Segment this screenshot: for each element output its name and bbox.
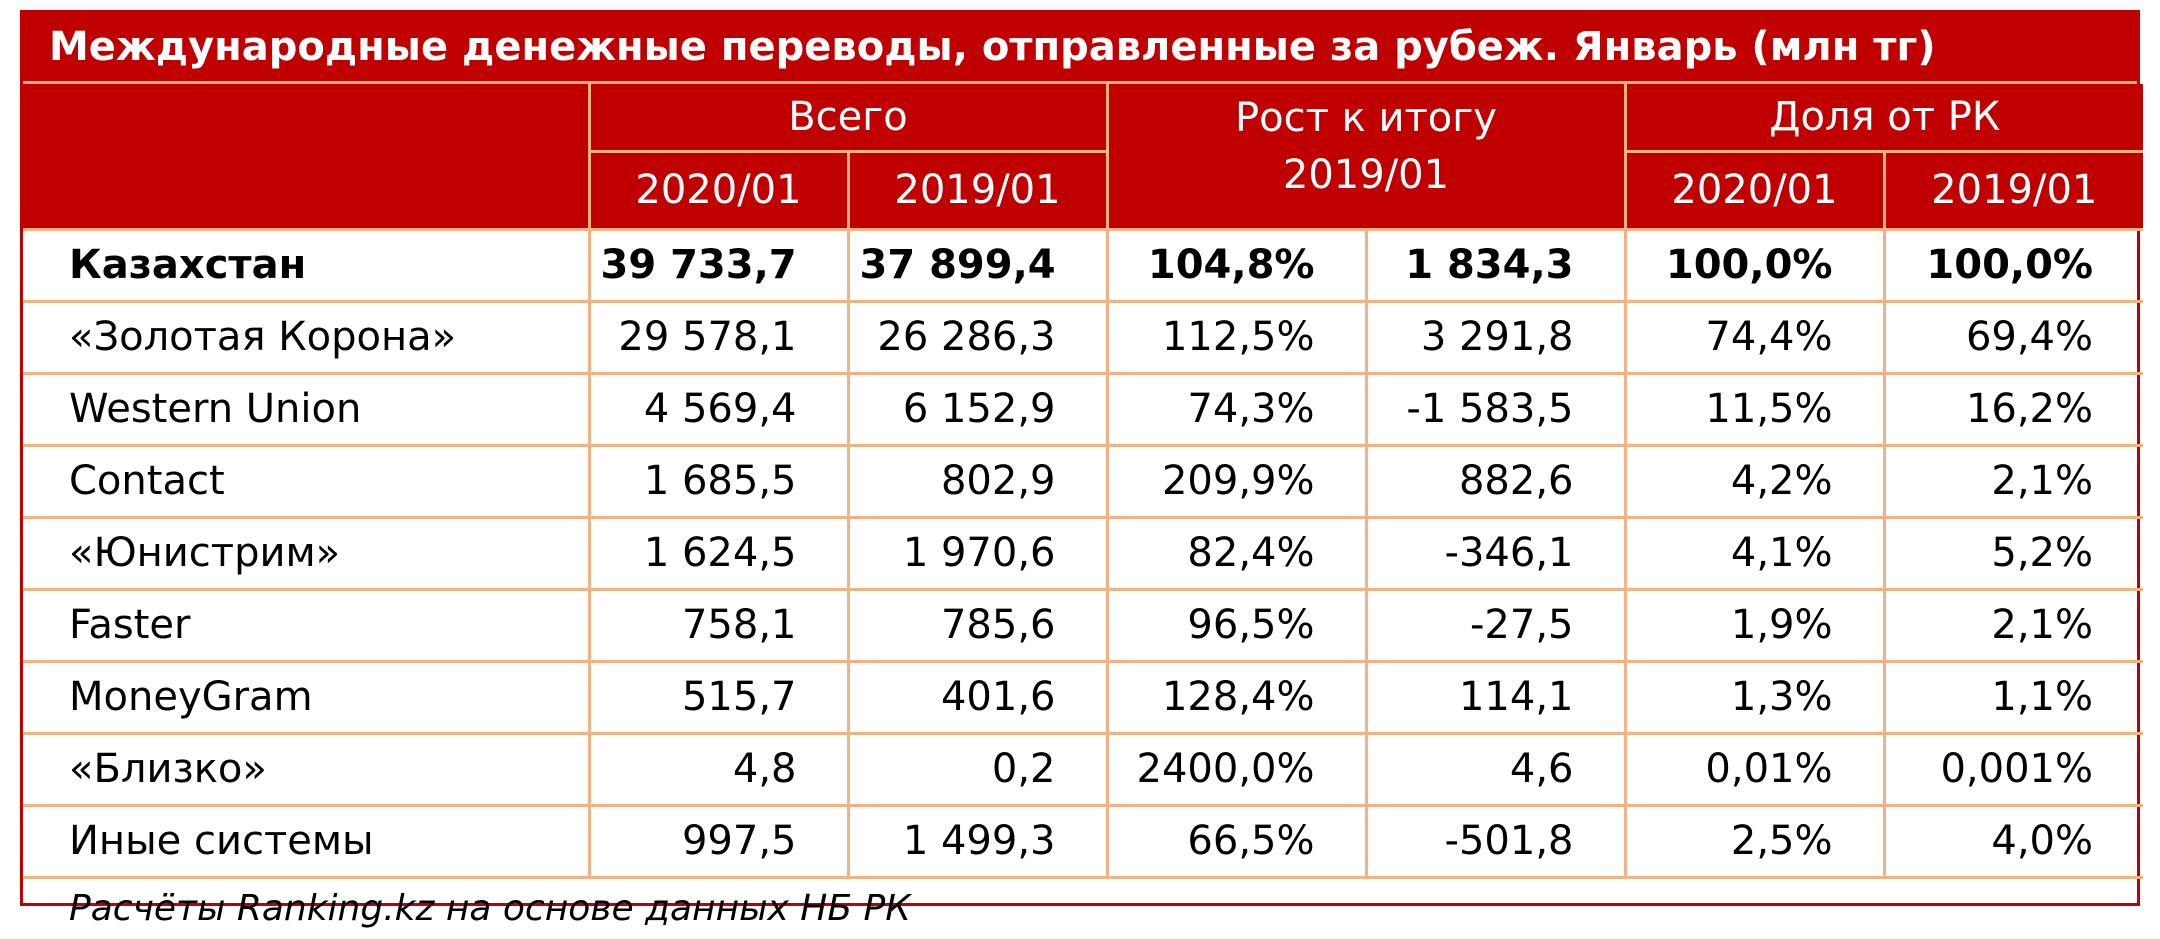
- cell-share-2019: 2,1%: [1882, 445, 2144, 519]
- cell-growth-pct: 104,8%: [1105, 229, 1366, 303]
- table-row: Казахстан 39 733,7 37 899,4 104,8% 1 834,3 10…: [23, 229, 2144, 303]
- cell-total-2020: 997,5: [587, 805, 848, 879]
- cell-growth-pct: 209,9%: [1105, 445, 1366, 519]
- cell-growth-abs: 3 291,8: [1364, 301, 1625, 375]
- cell-system-name: Казахстан: [23, 229, 589, 303]
- cell-total-2020: 4 569,4: [587, 373, 848, 447]
- cell-share-2019: 1,1%: [1882, 661, 2144, 735]
- cell-share-2019: 16,2%: [1882, 373, 2144, 447]
- cell-share-2019: 2,1%: [1882, 589, 2144, 663]
- cell-system-name: «Золотая Корона»: [23, 301, 589, 375]
- cell-system-name: «Близко»: [23, 733, 589, 807]
- header-share-2019: 2019/01: [1882, 151, 2144, 231]
- table-row: «Золотая Корона» 29 578,1 26 286,3 112,5% 3 …: [23, 301, 2144, 375]
- table-row: Иные системы 997,5 1 499,3 66,5% -501,8 2,5% 4…: [23, 805, 2144, 879]
- cell-share-2020: 74,4%: [1623, 301, 1884, 375]
- cell-total-2019: 802,9: [846, 445, 1107, 519]
- transfers-table: Всего Рост к итогу Доля от РК 2020/01 20…: [23, 84, 2144, 879]
- header-group-growth: Рост к итогу: [1105, 84, 1625, 152]
- cell-system-name: Contact: [23, 445, 589, 519]
- cell-share-2020: 100,0%: [1623, 229, 1884, 303]
- cell-system-name: Faster: [23, 589, 589, 663]
- cell-share-2019: 5,2%: [1882, 517, 2144, 591]
- cell-total-2019: 401,6: [846, 661, 1107, 735]
- cell-growth-pct: 112,5%: [1105, 301, 1366, 375]
- cell-total-2019: 1 970,6: [846, 517, 1107, 591]
- cell-total-2020: 758,1: [587, 589, 848, 663]
- table-row: Western Union 4 569,4 6 152,9 74,3% -1 583,5…: [23, 373, 2144, 447]
- header-blank-cell: [23, 84, 589, 231]
- table-body: Казахстан 39 733,7 37 899,4 104,8% 1 834,3 10…: [23, 229, 2144, 879]
- cell-total-2019: 26 286,3: [846, 301, 1107, 375]
- cell-growth-pct: 82,4%: [1105, 517, 1366, 591]
- cell-share-2020: 0,01%: [1623, 733, 1884, 807]
- table-row: «Близко» 4,8 0,2 2400,0% 4,6 0,01% 0,001%: [23, 733, 2144, 807]
- cell-total-2019: 37 899,4: [846, 229, 1107, 303]
- cell-growth-pct: 96,5%: [1105, 589, 1366, 663]
- table-header: Всего Рост к итогу Доля от РК 2020/01 20…: [23, 84, 2144, 231]
- table-row: MoneyGram 515,7 401,6 128,4% 114,1 1,3% 1,1%: [23, 661, 2144, 735]
- table-row: Contact 1 685,5 802,9 209,9% 882,6 4,2% 2,1%: [23, 445, 2144, 519]
- table-footnote: Расчёты Ranking.kz на основе данных НБ Р…: [69, 887, 911, 929]
- money-transfers-table-card: Международные денежные переводы, отправл…: [20, 10, 2144, 929]
- cell-growth-pct: 66,5%: [1105, 805, 1366, 879]
- cell-total-2020: 1 624,5: [587, 517, 848, 591]
- cell-growth-abs: 1 834,3: [1364, 229, 1625, 303]
- cell-system-name: Western Union: [23, 373, 589, 447]
- cell-total-2020: 515,7: [587, 661, 848, 735]
- cell-system-name: MoneyGram: [23, 661, 589, 735]
- header-growth-2019: 2019/01: [1105, 151, 1625, 231]
- cell-share-2020: 4,2%: [1623, 445, 1884, 519]
- cell-total-2020: 1 685,5: [587, 445, 848, 519]
- cell-growth-abs: -346,1: [1364, 517, 1625, 591]
- cell-share-2020: 4,1%: [1623, 517, 1884, 591]
- table-row: Faster 758,1 785,6 96,5% -27,5 1,9% 2,1%: [23, 589, 2144, 663]
- cell-system-name: Иные системы: [23, 805, 589, 879]
- cell-growth-abs: 4,6: [1364, 733, 1625, 807]
- cell-total-2020: 4,8: [587, 733, 848, 807]
- cell-total-2019: 0,2: [846, 733, 1107, 807]
- cell-share-2019: 69,4%: [1882, 301, 2144, 375]
- cell-growth-pct: 2400,0%: [1105, 733, 1366, 807]
- header-total-2019: 2019/01: [846, 151, 1107, 231]
- table-row: «Юнистрим» 1 624,5 1 970,6 82,4% -346,1 4,1% 5…: [23, 517, 2144, 591]
- cell-share-2019: 100,0%: [1882, 229, 2144, 303]
- table-title: Международные денежные переводы, отправл…: [23, 13, 2137, 84]
- header-group-share: Доля от РК: [1623, 84, 2144, 153]
- cell-system-name: «Юнистрим»: [23, 517, 589, 591]
- header-total-2020: 2020/01: [587, 151, 848, 231]
- cell-total-2019: 6 152,9: [846, 373, 1107, 447]
- cell-share-2020: 1,3%: [1623, 661, 1884, 735]
- cell-share-2020: 1,9%: [1623, 589, 1884, 663]
- cell-growth-pct: 128,4%: [1105, 661, 1366, 735]
- cell-total-2020: 39 733,7: [587, 229, 848, 303]
- cell-growth-abs: 114,1: [1364, 661, 1625, 735]
- cell-total-2020: 29 578,1: [587, 301, 848, 375]
- cell-share-2019: 4,0%: [1882, 805, 2144, 879]
- cell-growth-abs: -1 583,5: [1364, 373, 1625, 447]
- header-group-total: Всего: [587, 84, 1107, 153]
- cell-growth-abs: -501,8: [1364, 805, 1625, 879]
- cell-share-2019: 0,001%: [1882, 733, 2144, 807]
- header-share-2020: 2020/01: [1623, 151, 1884, 231]
- cell-growth-abs: 882,6: [1364, 445, 1625, 519]
- cell-total-2019: 1 499,3: [846, 805, 1107, 879]
- cell-total-2019: 785,6: [846, 589, 1107, 663]
- cell-growth-abs: -27,5: [1364, 589, 1625, 663]
- cell-share-2020: 11,5%: [1623, 373, 1884, 447]
- cell-growth-pct: 74,3%: [1105, 373, 1366, 447]
- cell-share-2020: 2,5%: [1623, 805, 1884, 879]
